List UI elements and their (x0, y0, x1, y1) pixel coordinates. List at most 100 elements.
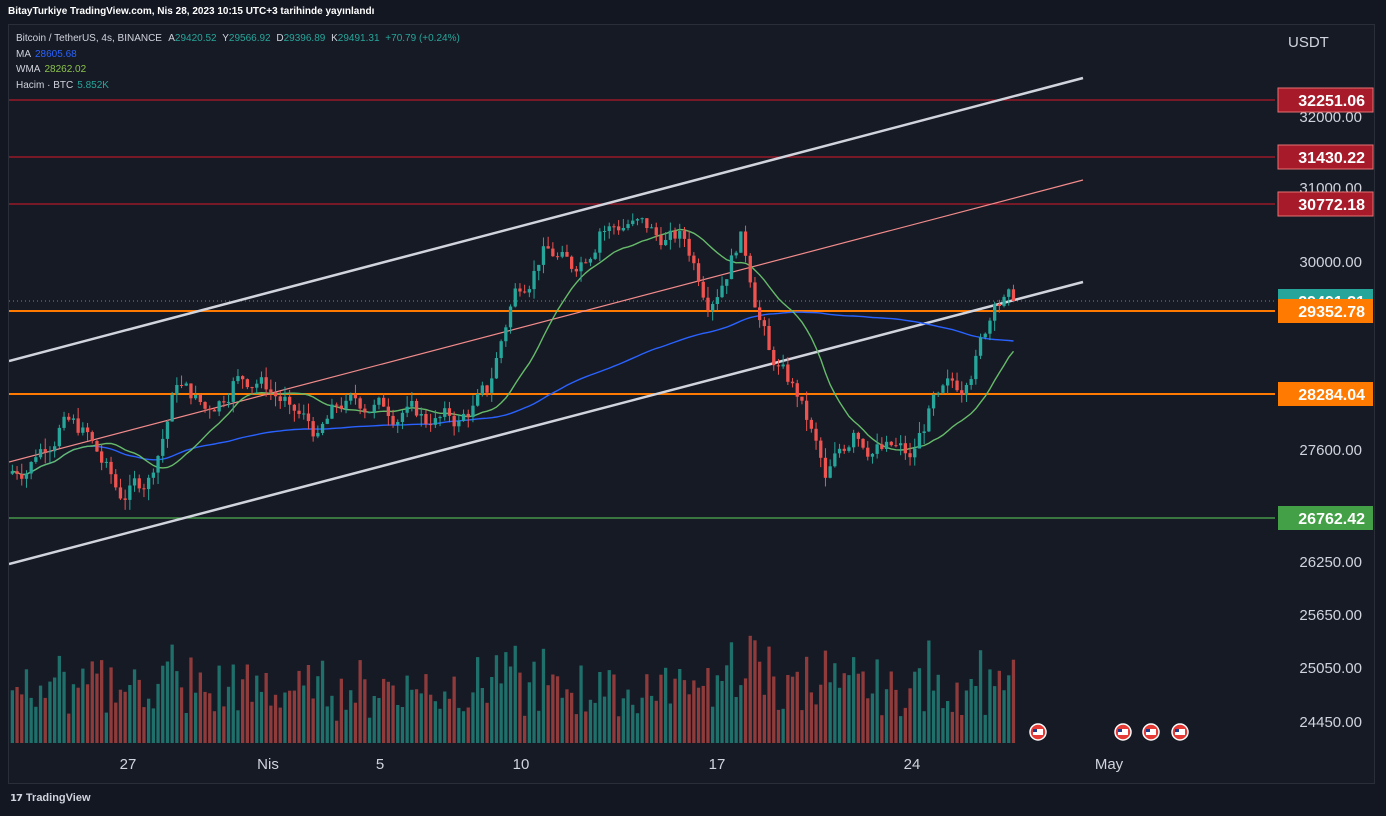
candle[interactable] (523, 284, 527, 294)
candle[interactable] (743, 225, 748, 263)
candle[interactable] (842, 444, 846, 454)
candle[interactable] (335, 402, 339, 414)
candle[interactable] (414, 398, 419, 418)
candle[interactable] (847, 445, 851, 453)
candle[interactable] (856, 431, 860, 447)
candle[interactable] (852, 429, 856, 453)
candle[interactable] (231, 377, 235, 413)
candle[interactable] (358, 396, 362, 415)
candle[interactable] (250, 386, 254, 395)
candle[interactable] (147, 474, 151, 501)
candle[interactable] (429, 413, 433, 432)
candle[interactable] (880, 437, 884, 451)
candle[interactable] (997, 299, 1001, 313)
candle[interactable] (179, 375, 184, 389)
candle[interactable] (607, 222, 611, 239)
legend-volume-row[interactable]: Hacim · BTC 5.852K (16, 78, 463, 94)
candle[interactable] (81, 422, 85, 436)
candle[interactable] (565, 244, 569, 257)
candle[interactable] (875, 433, 879, 459)
candle[interactable] (316, 425, 320, 439)
candle[interactable] (20, 463, 24, 486)
candle[interactable] (527, 285, 531, 298)
candle[interactable] (118, 478, 123, 500)
candle[interactable] (67, 413, 71, 422)
candle[interactable] (917, 422, 922, 449)
candle[interactable] (805, 391, 809, 431)
candle[interactable] (15, 466, 19, 480)
candle[interactable] (372, 399, 376, 419)
candle[interactable] (809, 417, 813, 433)
candle[interactable] (433, 410, 437, 428)
candle[interactable] (588, 257, 593, 267)
wma-line[interactable] (12, 228, 1015, 476)
candle[interactable] (593, 249, 597, 261)
candle[interactable] (889, 441, 893, 447)
candle[interactable] (165, 420, 170, 448)
candle[interactable] (410, 392, 414, 412)
channel-mid-line[interactable] (9, 179, 1084, 463)
candle[interactable] (480, 381, 484, 397)
candle[interactable] (706, 286, 710, 317)
candle[interactable] (711, 301, 715, 321)
candle[interactable] (273, 381, 278, 407)
candle[interactable] (960, 381, 964, 403)
candle[interactable] (443, 401, 447, 421)
candle[interactable] (325, 415, 329, 425)
candle[interactable] (288, 389, 292, 415)
candle[interactable] (245, 378, 249, 390)
candle[interactable] (48, 446, 52, 464)
candle[interactable] (687, 230, 691, 262)
candle[interactable] (950, 372, 954, 388)
chart-pane[interactable] (8, 24, 1375, 784)
candle[interactable] (344, 394, 348, 414)
candle[interactable] (532, 260, 536, 299)
candle[interactable] (837, 443, 842, 458)
candle[interactable] (645, 218, 649, 233)
candle[interactable] (476, 388, 480, 407)
candle[interactable] (151, 468, 155, 485)
candle[interactable] (109, 456, 113, 484)
candle[interactable] (1002, 294, 1006, 308)
candle[interactable] (353, 384, 358, 405)
candle[interactable] (367, 411, 372, 414)
candle[interactable] (85, 422, 90, 441)
candle[interactable] (729, 248, 734, 280)
candle[interactable] (955, 372, 959, 392)
candle[interactable] (128, 474, 132, 510)
channel-upper-line[interactable] (9, 76, 1084, 363)
candle[interactable] (781, 354, 785, 369)
candle[interactable] (537, 264, 541, 281)
candle[interactable] (988, 317, 992, 341)
candle[interactable] (466, 409, 470, 428)
channel-lower-line[interactable] (9, 280, 1084, 566)
candle[interactable] (62, 411, 66, 431)
candle[interactable] (725, 279, 729, 294)
candle[interactable] (678, 223, 682, 248)
candle[interactable] (823, 448, 828, 487)
candle[interactable] (574, 266, 578, 277)
candle[interactable] (189, 383, 193, 405)
candle[interactable] (306, 403, 311, 430)
candle[interactable] (913, 438, 917, 466)
candle[interactable] (452, 411, 456, 436)
candle[interactable] (964, 382, 969, 403)
event-flag-icon[interactable] (1114, 723, 1132, 741)
candle[interactable] (790, 378, 795, 388)
candle[interactable] (377, 396, 381, 410)
candle[interactable] (993, 301, 997, 331)
candle[interactable] (654, 222, 658, 241)
candle[interactable] (659, 227, 663, 250)
ma-line[interactable] (12, 311, 1014, 476)
candle[interactable] (349, 392, 353, 405)
candle[interactable] (29, 461, 33, 480)
candle[interactable] (490, 367, 494, 402)
candle[interactable] (132, 470, 137, 492)
candle[interactable] (170, 391, 174, 422)
candle[interactable] (903, 435, 907, 460)
legend-wma-row[interactable]: WMA 28262.02 (16, 62, 463, 78)
candle[interactable] (264, 367, 268, 397)
legend-ma-row[interactable]: MA 28605.68 (16, 47, 463, 63)
candle[interactable] (76, 407, 80, 436)
